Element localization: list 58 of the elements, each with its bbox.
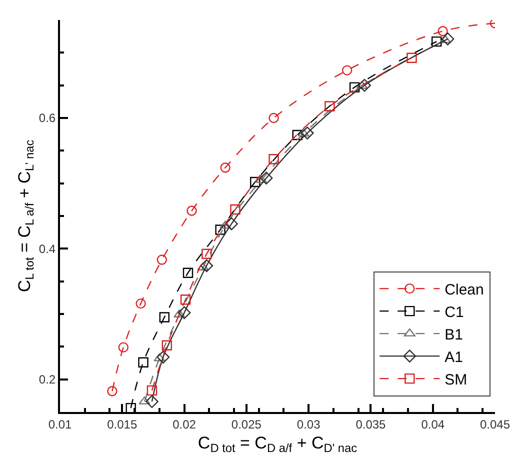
point xyxy=(431,36,442,47)
point xyxy=(178,306,191,320)
point xyxy=(256,174,268,183)
y-tick-label: 0.4 xyxy=(38,242,56,256)
x-tick-label: 0.04 xyxy=(421,417,445,432)
point xyxy=(298,128,310,137)
point xyxy=(349,82,360,92)
point xyxy=(260,172,273,185)
legend-label: SM xyxy=(444,371,468,388)
point xyxy=(186,206,197,216)
point xyxy=(230,204,240,215)
point xyxy=(441,32,454,46)
point xyxy=(156,254,168,265)
point xyxy=(202,248,212,259)
point xyxy=(162,340,172,350)
x-tick-label: 0.01 xyxy=(48,417,72,432)
x-tick-label: 0.045 xyxy=(480,417,510,432)
legend-label: B1 xyxy=(444,326,464,344)
point xyxy=(292,130,302,140)
y-tick-label: 0.2 xyxy=(38,372,56,387)
x-tick-label: 0.02 xyxy=(172,417,196,432)
point xyxy=(438,26,448,36)
point xyxy=(250,176,260,188)
x-tick-label: 0.035 xyxy=(356,417,386,432)
point xyxy=(268,112,279,124)
point xyxy=(342,65,352,76)
point xyxy=(118,342,128,352)
x-tick-label: 0.025 xyxy=(231,417,262,432)
point xyxy=(358,78,371,92)
point xyxy=(126,402,136,412)
point xyxy=(215,224,226,235)
point xyxy=(138,357,148,368)
x-tick-label: 0.03 xyxy=(296,417,321,432)
point xyxy=(107,386,118,396)
point xyxy=(180,294,191,305)
point xyxy=(300,126,314,140)
point xyxy=(356,80,368,89)
x-axis-title: C$_{D tot}$ = C$_{D a/f}$ + C$_{D' nac}$ xyxy=(198,433,358,455)
point xyxy=(159,312,170,322)
legend-label: Clean xyxy=(444,281,484,298)
point xyxy=(324,101,335,112)
point xyxy=(146,385,158,396)
point xyxy=(154,353,166,362)
point xyxy=(406,52,417,63)
x-tick-label: 0.015 xyxy=(107,417,138,432)
y-tick-label: 0.6 xyxy=(38,111,56,126)
legend-label: A1 xyxy=(444,348,464,366)
point xyxy=(182,268,194,278)
point xyxy=(220,162,230,173)
point xyxy=(268,154,279,164)
point xyxy=(136,298,146,309)
point xyxy=(138,396,150,404)
point xyxy=(200,259,214,272)
point xyxy=(220,220,232,229)
point xyxy=(225,217,238,230)
point xyxy=(146,395,158,408)
point xyxy=(156,350,170,364)
legend-label: C1 xyxy=(444,304,464,321)
